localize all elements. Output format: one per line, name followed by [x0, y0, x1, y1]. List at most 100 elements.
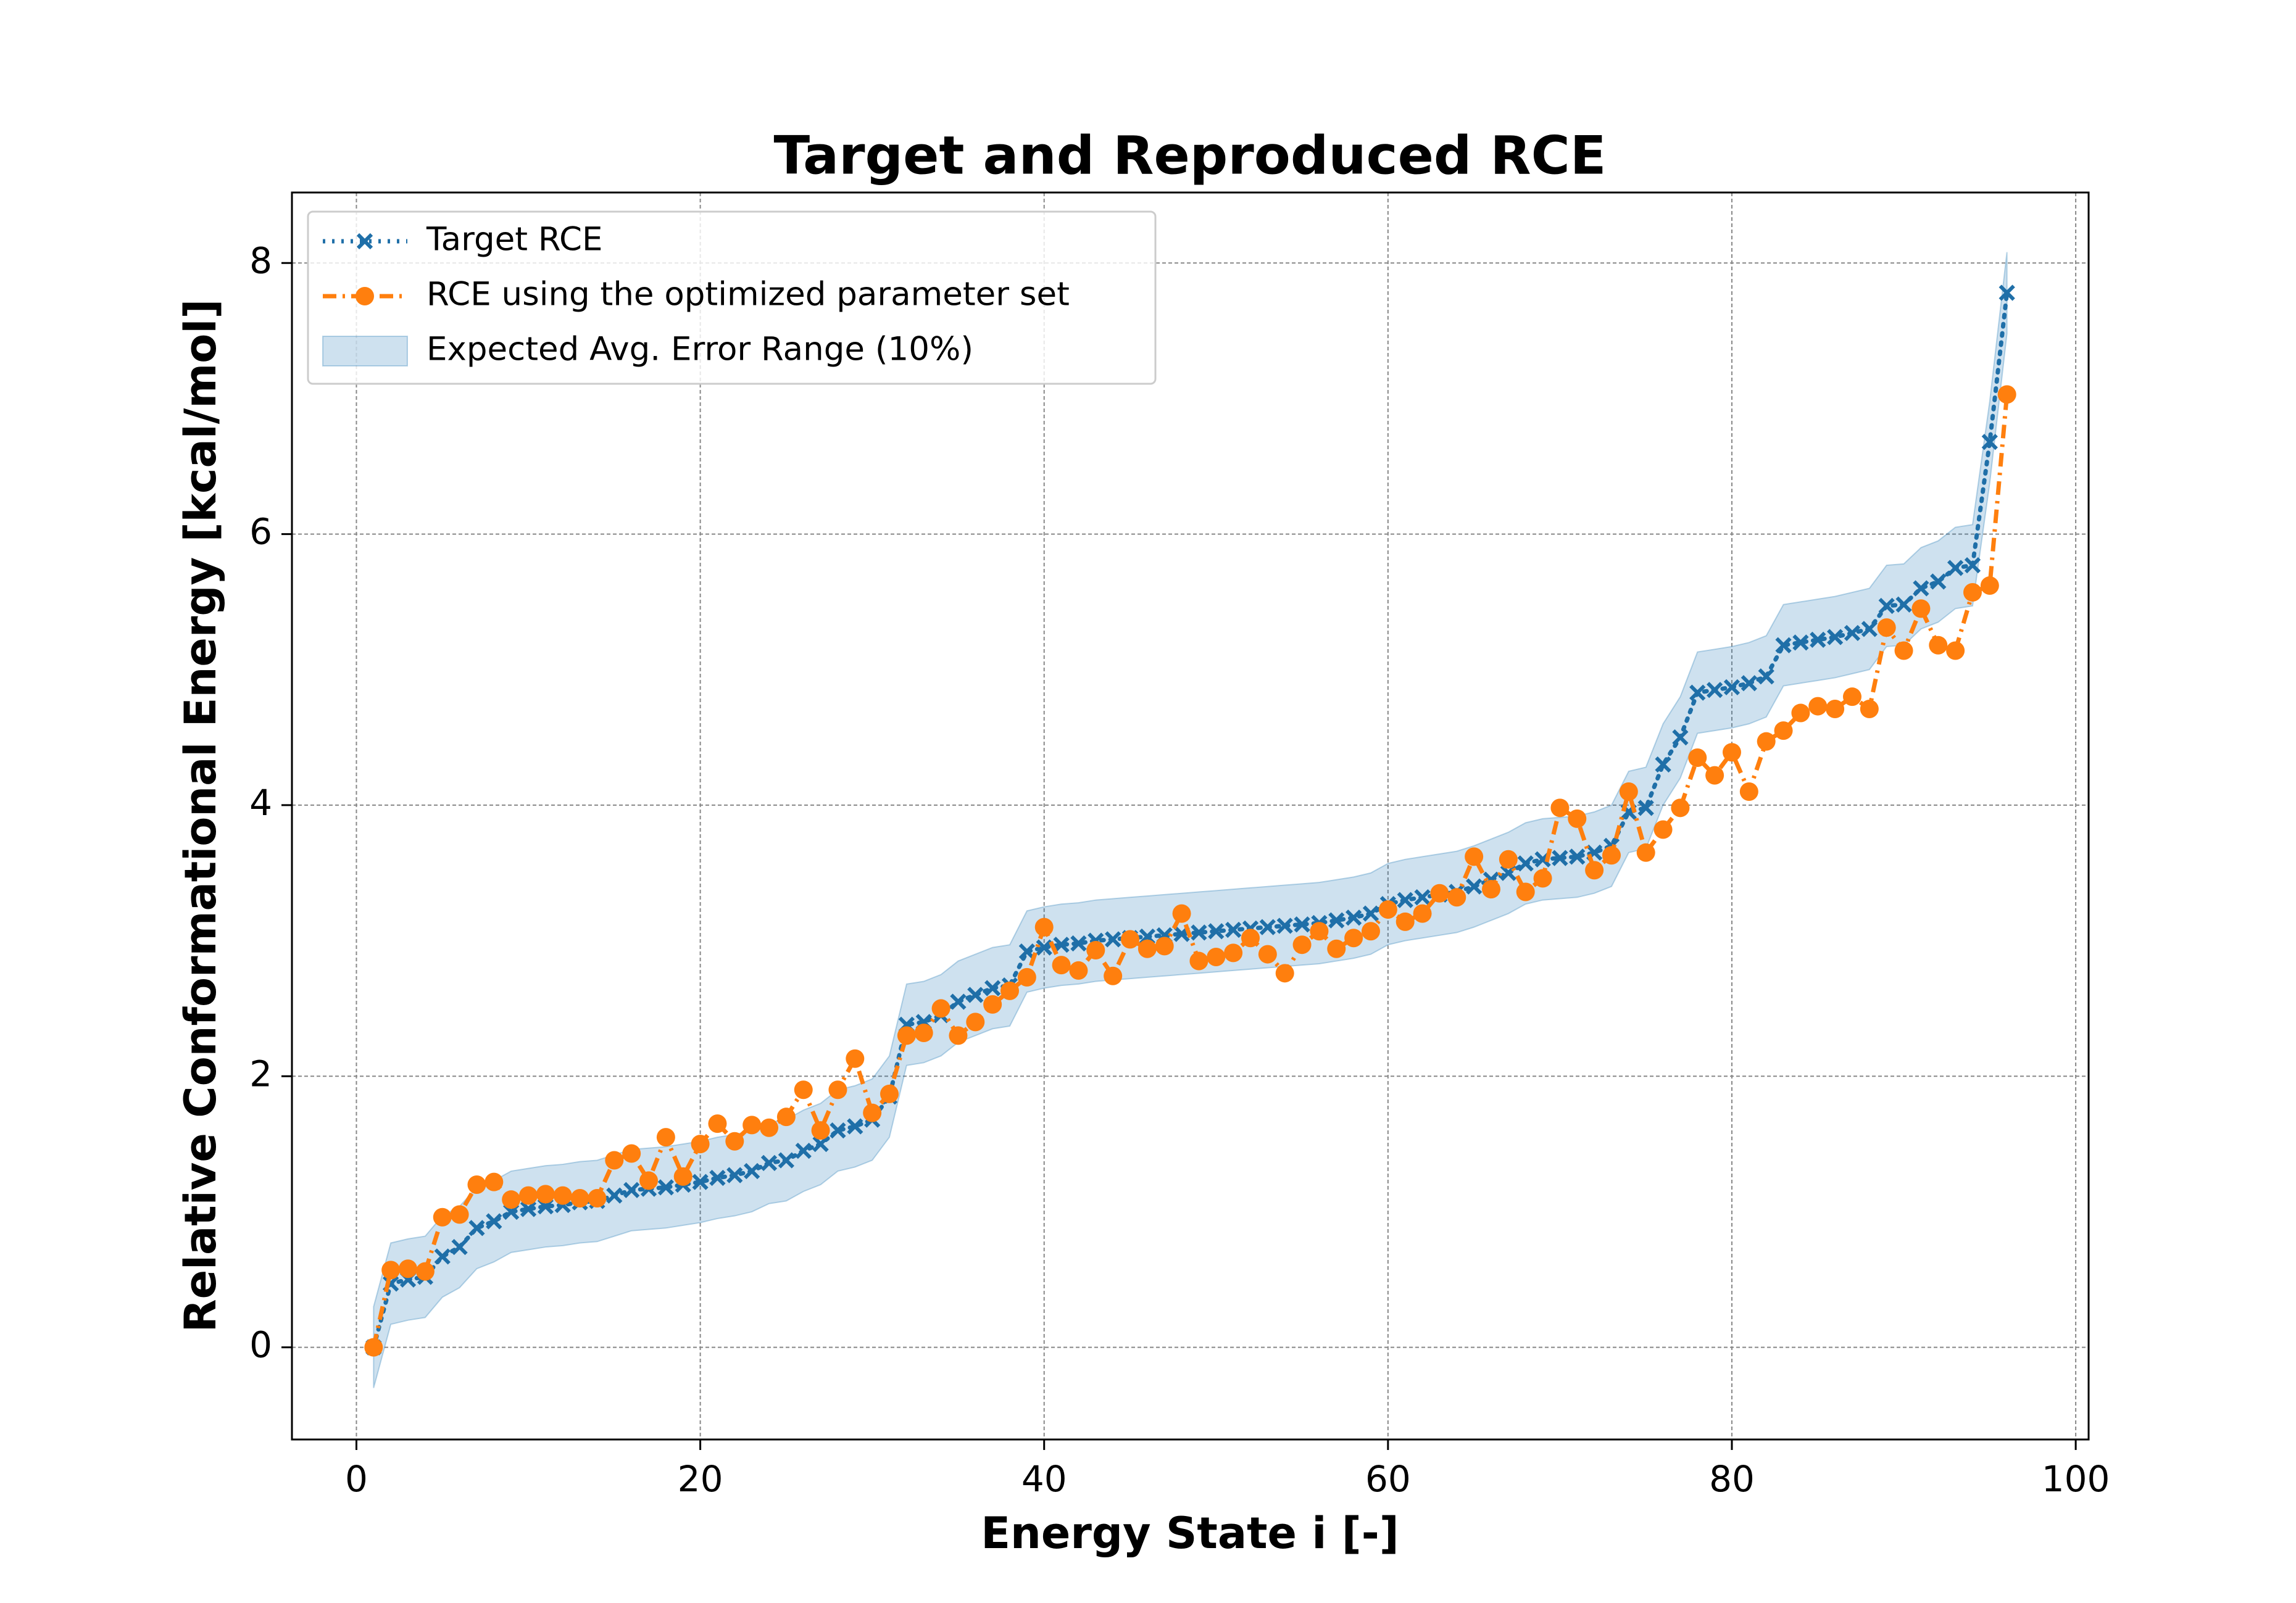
- data-point: [1963, 583, 1982, 602]
- data-point: [1894, 641, 1913, 660]
- data-point: [1465, 847, 1484, 866]
- data-point: [1327, 939, 1346, 958]
- data-point: [1688, 748, 1707, 768]
- data-point: [1378, 900, 1397, 919]
- data-point: [1552, 850, 1568, 866]
- data-point: [502, 1190, 521, 1209]
- data-point: [1069, 961, 1088, 980]
- data-point: [1842, 687, 1861, 706]
- data-point: [1241, 929, 1260, 948]
- data-point: [450, 1205, 469, 1224]
- data-point: [709, 1169, 726, 1187]
- data-point: [1980, 576, 1999, 595]
- data-point: [847, 1118, 863, 1135]
- data-point: [1361, 922, 1380, 941]
- data-point: [1413, 904, 1432, 923]
- data-point: [1826, 629, 1844, 645]
- data-point: [914, 1023, 933, 1042]
- data-point: [1466, 878, 1483, 895]
- data-point: [967, 987, 984, 1003]
- data-point: [1946, 641, 1965, 660]
- data-point: [1292, 935, 1312, 955]
- data-point: [1414, 889, 1431, 906]
- data-point: [657, 1179, 675, 1196]
- data-point: [1036, 939, 1052, 956]
- data-point: [1860, 699, 1879, 718]
- data-point: [1550, 798, 1570, 818]
- data-point: [451, 1238, 468, 1256]
- data-point: [812, 1135, 829, 1153]
- data-point: [1121, 930, 1140, 949]
- y-tick-label: 6: [249, 511, 272, 553]
- data-point: [1705, 766, 1724, 785]
- data-point: [1722, 743, 1741, 762]
- legend-label: RCE using the optimized parameter set: [426, 276, 1070, 313]
- data-point: [1844, 624, 1861, 642]
- data-point: [1878, 597, 1895, 615]
- data-point: [1826, 699, 1845, 718]
- data-point: [966, 1013, 985, 1032]
- data-point: [570, 1188, 589, 1207]
- data-point: [1810, 631, 1826, 648]
- data-point: [1310, 922, 1329, 941]
- data-point: [673, 1167, 693, 1186]
- data-point: [553, 1186, 572, 1205]
- error-band: [373, 252, 2008, 1388]
- data-point: [1105, 931, 1121, 948]
- data-point: [846, 1049, 865, 1068]
- x-tick-label: 0: [345, 1458, 368, 1500]
- legend-swatch: [322, 336, 408, 367]
- data-point: [1275, 964, 1294, 983]
- data-point: [1499, 850, 1518, 869]
- data-point: [1344, 929, 1363, 948]
- data-point: [399, 1259, 418, 1278]
- data-point: [536, 1185, 555, 1204]
- data-point: [1877, 618, 1896, 637]
- data-point: [1895, 596, 1912, 613]
- y-tick-label: 0: [249, 1324, 272, 1366]
- data-point: [1189, 951, 1208, 971]
- legend-box: [307, 210, 1157, 385]
- data-point: [656, 1128, 675, 1147]
- chart-title: Target and Reproduced RCE: [774, 125, 1607, 186]
- data-point: [1671, 798, 1690, 818]
- x-tick-label: 80: [1709, 1458, 1755, 1500]
- data-point: [1997, 385, 2016, 404]
- data-point: [1086, 940, 1105, 959]
- data-point: [486, 1213, 502, 1230]
- data-point: [1258, 945, 1277, 964]
- data-point: [1653, 820, 1673, 839]
- data-point: [1052, 956, 1071, 975]
- data-point: [1017, 967, 1036, 987]
- data-point: [1758, 668, 1774, 685]
- data-point: [1636, 843, 1655, 862]
- data-point: [623, 1182, 640, 1198]
- data-point: [467, 1175, 486, 1195]
- data-point: [760, 1118, 779, 1137]
- data-point: [1395, 912, 1415, 931]
- y-tick-label: 8: [249, 239, 272, 281]
- data-point: [1929, 636, 1948, 655]
- data-point: [897, 1026, 916, 1045]
- data-point: [1018, 943, 1035, 960]
- legend: Target RCE RCE using the optimized parame…: [307, 210, 1157, 385]
- data-point: [726, 1167, 743, 1183]
- data-point: [742, 1116, 762, 1135]
- x-tick-label: 40: [1021, 1458, 1067, 1500]
- data-point: [1706, 682, 1723, 698]
- data-point: [606, 1187, 623, 1204]
- data-point: [1808, 697, 1828, 716]
- data-point: [519, 1186, 538, 1205]
- data-point: [1225, 921, 1242, 938]
- data-point: [725, 1132, 744, 1151]
- data-point: [1757, 732, 1776, 751]
- data-point: [1155, 937, 1174, 956]
- data-point: [794, 1080, 813, 1100]
- data-point: [1602, 846, 1621, 865]
- data-point: [485, 1172, 504, 1191]
- x-tick-label: 100: [2042, 1458, 2110, 1500]
- data-point: [1481, 880, 1500, 899]
- data-point: [1276, 917, 1293, 934]
- legend-label: Expected Avg. Error Range (10%): [426, 331, 973, 368]
